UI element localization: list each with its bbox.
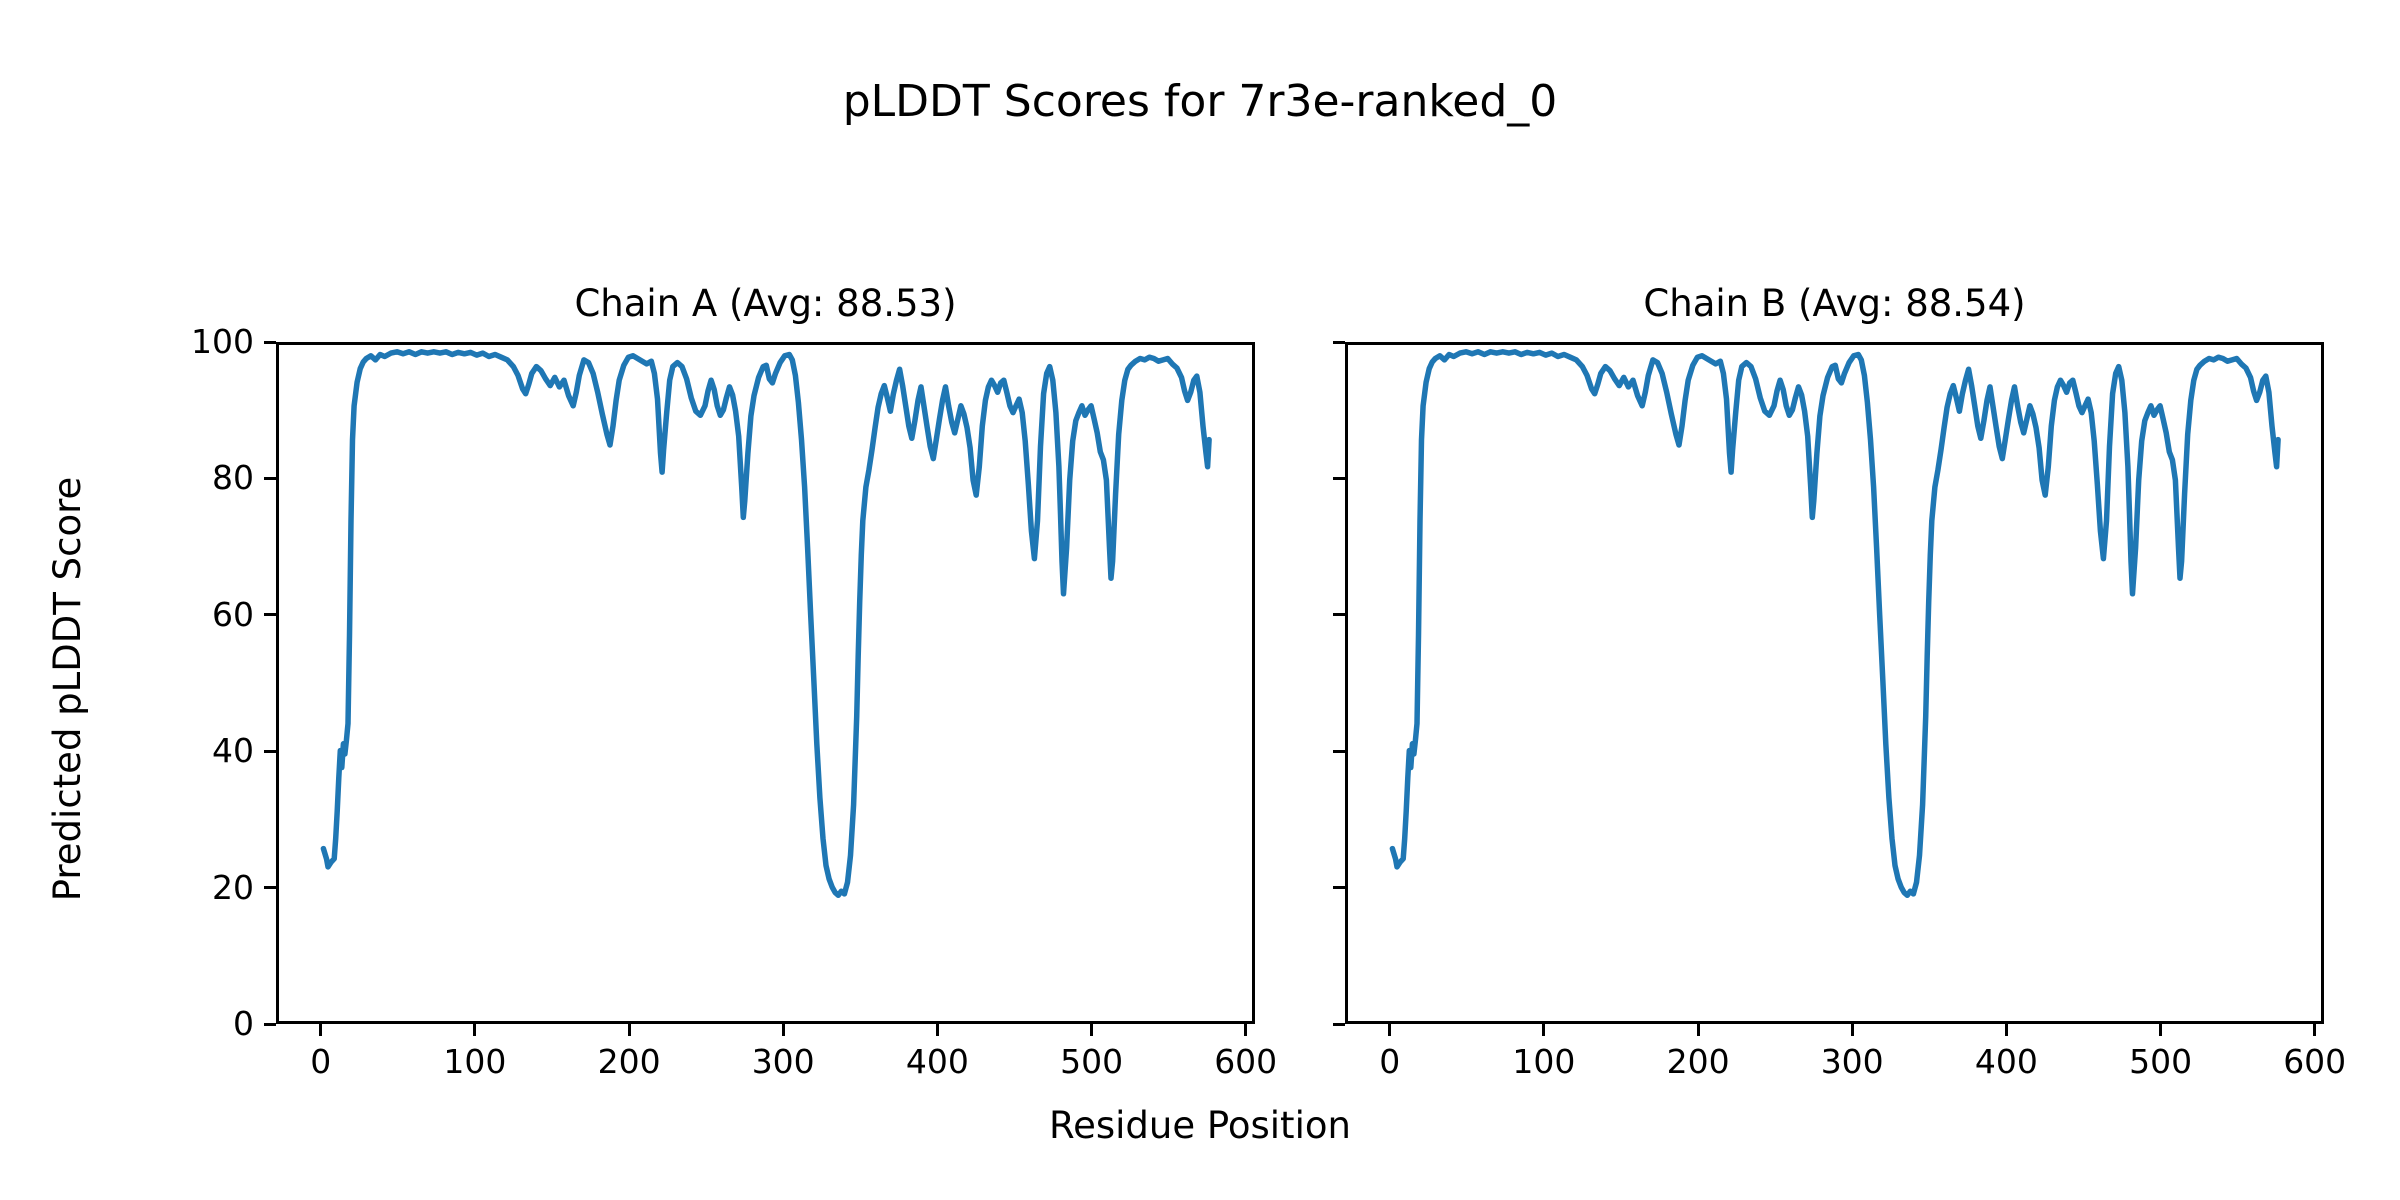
y-axis-label: Predicted pLDDT Score	[46, 476, 89, 902]
x-tick-mark	[2313, 1024, 2317, 1036]
y-tick-label: 40	[212, 731, 254, 771]
x-tick-mark	[781, 1024, 785, 1036]
x-tick-mark	[1090, 1024, 1094, 1036]
x-tick-label: 0	[1379, 1042, 1401, 1081]
x-tick-mark	[1244, 1024, 1248, 1036]
x-tick-label: 400	[905, 1042, 969, 1081]
x-tick-label: 100	[443, 1042, 507, 1081]
subplot-title-chain-b: Chain B (Avg: 88.54)	[1643, 282, 2026, 325]
y-tick-label: 80	[212, 458, 254, 498]
y-tick-mark	[264, 749, 276, 753]
x-tick-mark	[1388, 1024, 1392, 1036]
x-axis-label: Residue Position	[1049, 1104, 1351, 1147]
x-tick-label: 200	[1666, 1042, 1730, 1081]
figure-title: pLDDT Scores for 7r3e-ranked_0	[842, 76, 1558, 127]
x-tick-mark	[473, 1024, 477, 1036]
plddt-line-chain-b	[1389, 349, 2281, 899]
y-tick-mark	[264, 340, 276, 344]
y-tick-mark	[264, 1022, 276, 1026]
y-tick-mark	[264, 886, 276, 890]
y-tick-mark	[1333, 476, 1345, 480]
plddt-line-chain-a	[320, 349, 1212, 899]
axes-chain-a	[276, 342, 1255, 1024]
y-tick-mark	[1333, 613, 1345, 617]
x-tick-mark	[319, 1024, 323, 1036]
x-tick-label: 300	[1820, 1042, 1884, 1081]
x-tick-label: 500	[1060, 1042, 1124, 1081]
x-tick-mark	[2004, 1024, 2008, 1036]
x-tick-mark	[1542, 1024, 1546, 1036]
x-tick-label: 500	[2129, 1042, 2193, 1081]
y-tick-label: 0	[233, 1004, 254, 1043]
y-tick-label: 100	[191, 322, 254, 361]
x-tick-mark	[935, 1024, 939, 1036]
x-tick-label: 600	[2283, 1042, 2347, 1081]
y-tick-mark	[264, 613, 276, 617]
x-tick-label: 100	[1512, 1042, 1576, 1081]
x-tick-label: 600	[1214, 1042, 1278, 1081]
axes-chain-b	[1345, 342, 2324, 1024]
y-tick-mark	[1333, 749, 1345, 753]
x-tick-mark	[1696, 1024, 1700, 1036]
x-tick-mark	[2159, 1024, 2163, 1036]
x-tick-mark	[1850, 1024, 1854, 1036]
y-tick-label: 60	[212, 594, 254, 634]
y-tick-mark	[1333, 886, 1345, 890]
x-tick-label: 200	[597, 1042, 661, 1081]
y-tick-mark	[1333, 1022, 1345, 1026]
x-tick-label: 0	[310, 1042, 332, 1081]
y-tick-label: 20	[212, 867, 254, 907]
x-tick-mark	[627, 1024, 631, 1036]
y-tick-mark	[264, 476, 276, 480]
subplot-title-chain-a: Chain A (Avg: 88.53)	[574, 282, 957, 325]
x-tick-label: 300	[751, 1042, 815, 1081]
x-tick-label: 400	[1974, 1042, 2038, 1081]
y-tick-mark	[1333, 340, 1345, 344]
